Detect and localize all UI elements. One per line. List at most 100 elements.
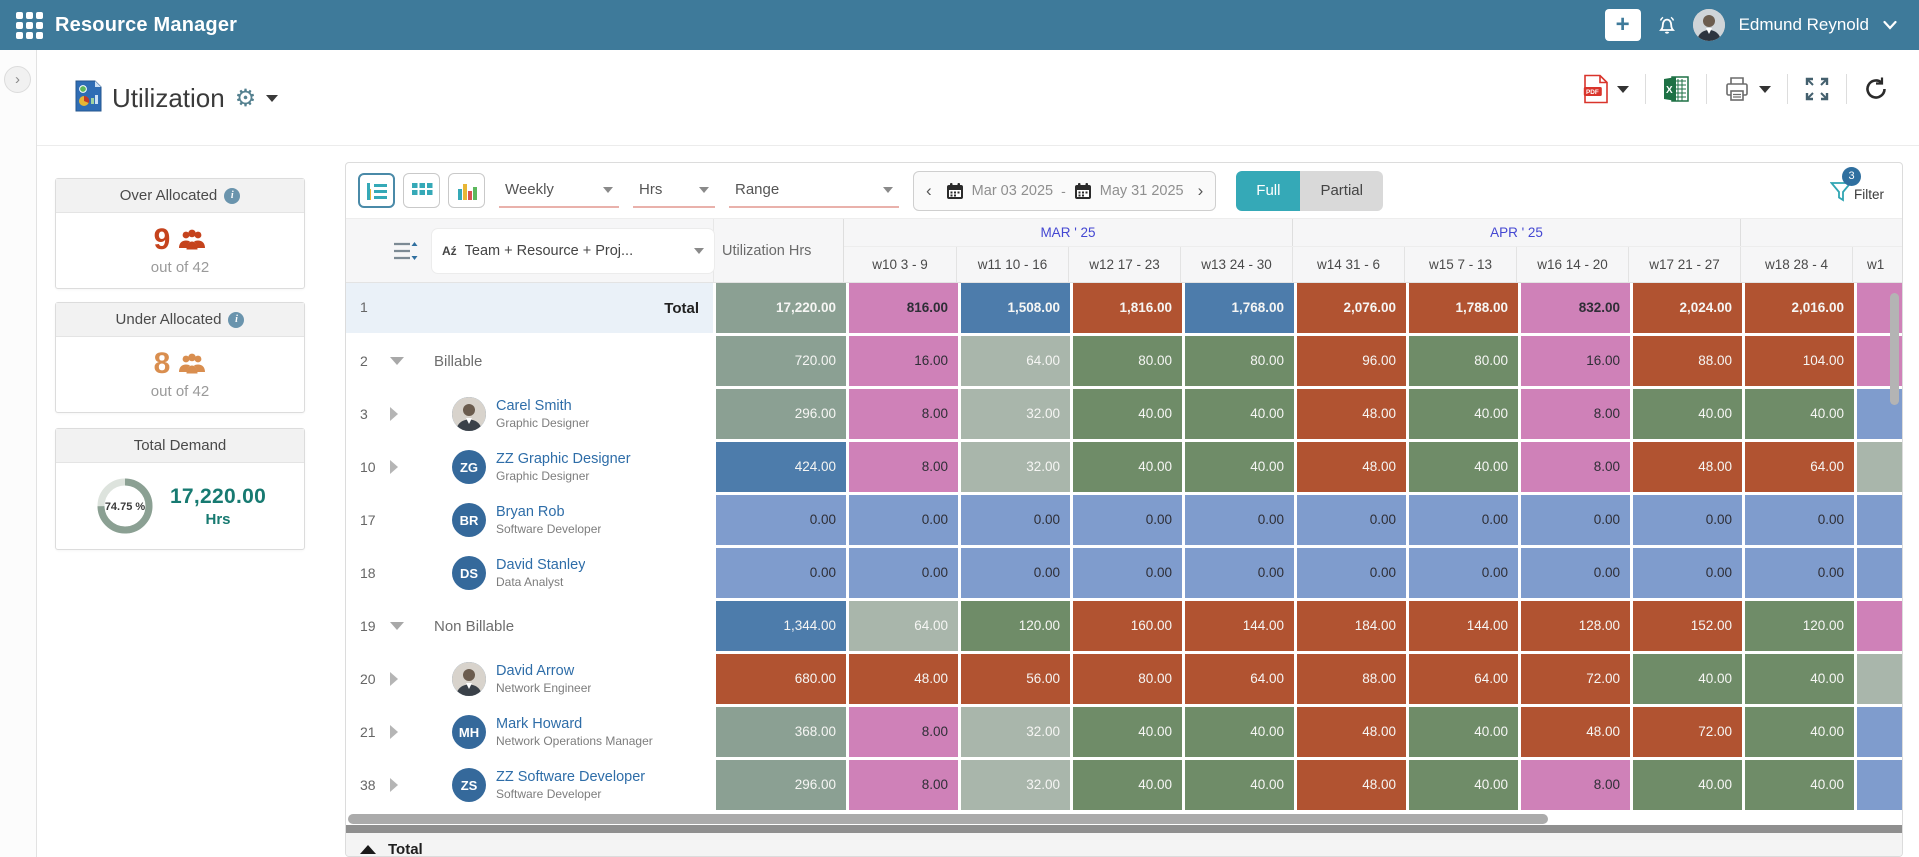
utilization-cell[interactable]: 96.00 [1297,336,1406,386]
utilization-cell[interactable]: 832.00 [1521,283,1630,333]
chevron-down-icon[interactable] [1883,20,1897,30]
utilization-cell[interactable]: 120.00 [1745,601,1854,651]
utilization-cell[interactable]: 184.00 [1297,601,1406,651]
utilization-cell[interactable]: 0.00 [849,495,958,545]
utilization-cell[interactable]: 8.00 [849,442,958,492]
utilization-cell[interactable]: 40.00 [1745,707,1854,757]
utilization-cell[interactable]: 40.00 [1745,389,1854,439]
utilization-cell[interactable]: 64.00 [1409,654,1518,704]
utilization-cell[interactable]: 0.00 [1297,495,1406,545]
utilization-cell[interactable]: 48.00 [1297,442,1406,492]
bar-chart-view-toggle[interactable] [448,173,485,208]
fullscreen-button[interactable] [1804,76,1830,102]
utilization-cell[interactable]: 120.00 [961,601,1070,651]
utilization-cell[interactable]: 40.00 [1185,389,1294,439]
utilization-cell[interactable]: 80.00 [1073,336,1182,386]
utilization-cell[interactable]: 40.00 [1409,389,1518,439]
row-menu-sort-icon[interactable] [392,239,418,263]
print-button[interactable] [1723,75,1771,103]
utilization-total-cell[interactable]: 680.00 [716,654,846,704]
refresh-button[interactable] [1863,76,1889,102]
utilization-total-cell[interactable]: 17,220.00 [716,283,846,333]
calendar-icon[interactable] [1074,182,1092,200]
utilization-cell[interactable]: 0.00 [1745,548,1854,598]
date-from[interactable]: Mar 03 2025 [972,183,1053,199]
utilization-cell[interactable]: 2,076.00 [1297,283,1406,333]
utilization-cell[interactable]: 48.00 [1297,389,1406,439]
previous-period-chevron-icon[interactable]: ‹ [920,181,938,201]
utilization-cell[interactable]: 40.00 [1633,760,1742,810]
full-button[interactable]: Full [1236,171,1300,211]
utilization-cell-partial[interactable] [1857,707,1902,757]
utilization-cell-partial[interactable] [1857,442,1902,492]
utilization-cell[interactable]: 40.00 [1073,707,1182,757]
utilization-cell[interactable]: 0.00 [1409,548,1518,598]
utilization-cell[interactable]: 80.00 [1409,336,1518,386]
grouping-select[interactable]: Aź Team + Resource + Proj... [432,229,714,273]
utilization-cell-partial[interactable] [1857,495,1902,545]
utilization-cell[interactable]: 40.00 [1633,654,1742,704]
notifications-bell-icon[interactable] [1655,13,1679,37]
utilization-cell[interactable]: 0.00 [1521,548,1630,598]
utilization-cell-partial[interactable] [1857,654,1902,704]
collapse-group-icon[interactable] [390,357,416,365]
utilization-cell[interactable]: 48.00 [849,654,958,704]
utilization-cell-partial[interactable] [1857,601,1902,651]
utilization-cell[interactable]: 40.00 [1185,707,1294,757]
utilization-total-cell[interactable]: 296.00 [716,389,846,439]
utilization-cell-partial[interactable] [1857,760,1902,810]
utilization-cell[interactable]: 40.00 [1185,442,1294,492]
utilization-cell[interactable]: 128.00 [1521,601,1630,651]
utilization-cell[interactable]: 0.00 [1745,495,1854,545]
expand-row-icon[interactable] [390,407,416,421]
range-select[interactable]: Range [729,174,899,208]
utilization-total-cell[interactable]: 296.00 [716,760,846,810]
resource-name-link[interactable]: ZZ Graphic Designer [496,451,631,467]
calendar-icon[interactable] [946,182,964,200]
grid-view-toggle[interactable] [403,173,440,208]
utilization-cell[interactable]: 0.00 [1521,495,1630,545]
utilization-cell[interactable]: 72.00 [1521,654,1630,704]
date-to[interactable]: May 31 2025 [1100,183,1184,199]
utilization-cell[interactable]: 8.00 [849,707,958,757]
expand-sidebar-chevron-icon[interactable]: › [4,66,31,93]
utilization-cell[interactable]: 2,024.00 [1633,283,1742,333]
utilization-cell[interactable]: 8.00 [849,760,958,810]
utilization-cell[interactable]: 2,016.00 [1745,283,1854,333]
utilization-cell[interactable]: 48.00 [1633,442,1742,492]
utilization-cell[interactable]: 80.00 [1185,336,1294,386]
utilization-cell[interactable]: 40.00 [1409,707,1518,757]
utilization-cell[interactable]: 32.00 [961,760,1070,810]
utilization-cell[interactable]: 1,768.00 [1185,283,1294,333]
utilization-cell[interactable]: 16.00 [1521,336,1630,386]
utilization-cell[interactable]: 1,508.00 [961,283,1070,333]
utilization-total-cell[interactable]: 368.00 [716,707,846,757]
utilization-cell[interactable]: 64.00 [849,601,958,651]
utilization-cell[interactable]: 88.00 [1633,336,1742,386]
utilization-cell[interactable]: 0.00 [961,495,1070,545]
utilization-cell[interactable]: 40.00 [1185,760,1294,810]
utilization-cell[interactable]: 40.00 [1745,654,1854,704]
info-icon[interactable]: i [224,188,240,204]
add-button[interactable]: + [1605,9,1641,41]
expand-row-icon[interactable] [390,778,416,792]
utilization-cell[interactable]: 40.00 [1409,760,1518,810]
utilization-total-cell[interactable]: 424.00 [716,442,846,492]
collapse-triangle-up-icon[interactable] [360,845,376,854]
utilization-cell[interactable]: 104.00 [1745,336,1854,386]
utilization-cell[interactable]: 0.00 [1409,495,1518,545]
resource-name-link[interactable]: David Arrow [496,663,591,679]
resource-name-link[interactable]: Bryan Rob [496,504,601,520]
user-avatar[interactable] [1693,9,1725,41]
utilization-cell[interactable]: 0.00 [961,548,1070,598]
utilization-cell[interactable]: 0.00 [1185,548,1294,598]
expand-row-icon[interactable] [390,672,416,686]
utilization-cell[interactable]: 48.00 [1297,707,1406,757]
utilization-cell[interactable]: 32.00 [961,442,1070,492]
utilization-cell[interactable]: 80.00 [1073,654,1182,704]
utilization-cell[interactable]: 0.00 [1297,548,1406,598]
expand-row-icon[interactable] [390,460,416,474]
partial-button[interactable]: Partial [1300,171,1383,211]
resource-name-link[interactable]: David Stanley [496,557,585,573]
utilization-total-cell[interactable]: 0.00 [716,495,846,545]
